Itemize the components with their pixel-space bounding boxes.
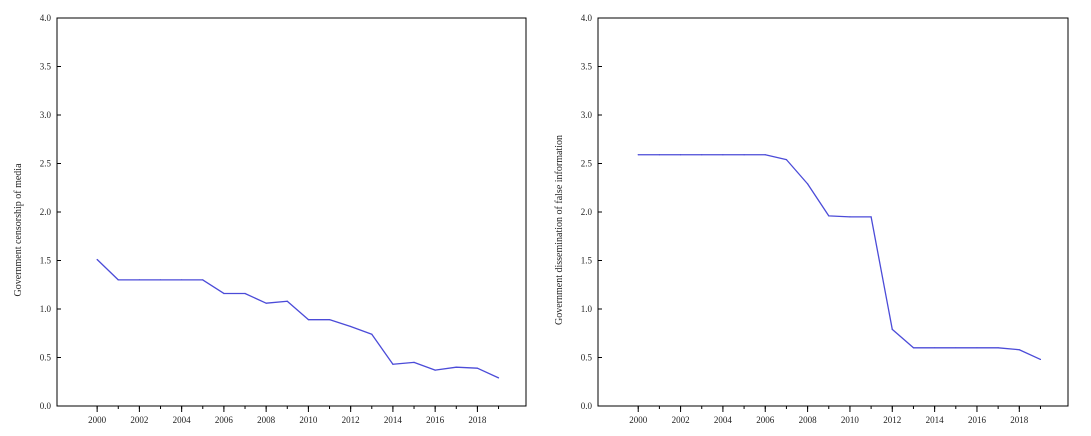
- data-point: [455, 366, 457, 368]
- y-axis-title: Government censorship of media: [13, 163, 24, 297]
- data-point: [371, 333, 373, 335]
- data-point: [955, 347, 957, 349]
- y-tick-label: 2.5: [40, 159, 52, 169]
- data-point: [138, 279, 140, 281]
- x-tick-label: 2008: [257, 415, 276, 425]
- data-point: [934, 347, 936, 349]
- x-tick-label: 2010: [841, 415, 860, 425]
- data-point: [476, 367, 479, 369]
- y-tick-label: 4.0: [40, 13, 52, 23]
- data-point: [223, 292, 225, 295]
- data-point: [117, 279, 119, 281]
- data-point: [870, 216, 872, 218]
- x-tick-label: 2000: [629, 415, 648, 425]
- x-tick-label: 2004: [714, 415, 733, 425]
- data-point: [1039, 358, 1042, 361]
- y-tick-label: 2.0: [40, 207, 52, 217]
- y-tick-label: 0.5: [40, 353, 52, 363]
- y-tick-label: 1.5: [581, 256, 593, 266]
- y-tick-label: 4.0: [581, 13, 593, 23]
- x-tick-label: 2010: [299, 415, 318, 425]
- x-tick-label: 2006: [215, 415, 234, 425]
- y-tick-label: 3.0: [40, 110, 52, 120]
- data-point: [328, 319, 331, 321]
- y-tick-label: 1.5: [40, 256, 52, 266]
- series-line: [96, 259, 499, 379]
- data-point: [181, 279, 183, 281]
- y-tick-label: 2.5: [581, 159, 593, 169]
- data-point: [912, 347, 915, 349]
- data-point: [828, 215, 830, 217]
- data-point: [244, 292, 246, 295]
- data-point: [806, 183, 809, 185]
- x-tick-label: 2018: [1010, 415, 1029, 425]
- x-tick-label: 2014: [926, 415, 945, 425]
- y-tick-label: 1.0: [581, 304, 593, 314]
- data-point: [307, 319, 310, 321]
- data-point: [637, 154, 639, 156]
- data-point: [434, 369, 436, 371]
- data-point: [701, 154, 703, 156]
- data-point: [350, 325, 352, 328]
- data-point: [159, 279, 162, 281]
- x-tick-label: 2012: [883, 415, 901, 425]
- y-tick-label: 3.5: [581, 62, 593, 72]
- x-tick-label: 2016: [426, 415, 445, 425]
- data-point: [764, 154, 766, 156]
- data-point: [286, 300, 288, 302]
- x-tick-label: 2004: [173, 415, 192, 425]
- y-tick-label: 2.0: [581, 207, 593, 217]
- left-chart: 0.0 0.5 1.0 1.5 2.0 2.5 3.0 3.5 4.0 2000 2002 2004 2…: [13, 13, 527, 425]
- data-point: [265, 302, 267, 304]
- data-point: [743, 154, 745, 156]
- y-tick-label: 0.0: [40, 401, 52, 411]
- data-point: [849, 216, 851, 218]
- data-point: [392, 363, 394, 365]
- x-tick-label: 2016: [968, 415, 987, 425]
- x-tick-label: 2002: [672, 415, 690, 425]
- x-tick-label: 2002: [130, 415, 148, 425]
- y-axis-title: Government dissemination of false inform…: [554, 135, 565, 325]
- y-tick-label: 0.0: [581, 401, 593, 411]
- data-point: [658, 154, 660, 156]
- data-point: [679, 154, 682, 156]
- data-point: [976, 347, 978, 349]
- y-tick-label: 1.0: [40, 304, 52, 314]
- x-tick-label: 2012: [342, 415, 360, 425]
- data-point: [96, 258, 98, 261]
- series-line: [638, 154, 1041, 361]
- plot-frame: [56, 17, 527, 407]
- y-tick-label: 3.0: [581, 110, 593, 120]
- data-point: [413, 361, 415, 363]
- data-point: [722, 154, 724, 156]
- data-point: [202, 279, 204, 281]
- data-point: [891, 328, 893, 330]
- y-tick-label: 3.5: [40, 62, 52, 72]
- data-point: [997, 347, 999, 349]
- x-tick-label: 2006: [756, 415, 775, 425]
- data-point: [785, 159, 788, 161]
- data-point: [1018, 349, 1020, 351]
- y-tick-label: 0.5: [581, 353, 593, 363]
- data-point: [497, 377, 500, 379]
- x-tick-label: 2008: [799, 415, 818, 425]
- x-tick-label: 2000: [88, 415, 107, 425]
- x-tick-label: 2018: [468, 415, 487, 425]
- x-tick-label: 2014: [384, 415, 403, 425]
- right-chart: 0.0 0.5 1.0 1.5 2.0 2.5 3.0 3.5 4.0 2000 2002 2004 2…: [554, 13, 1069, 425]
